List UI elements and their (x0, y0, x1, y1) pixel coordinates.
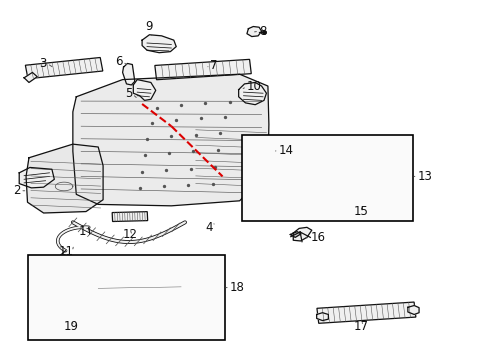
Polygon shape (19, 167, 54, 188)
Text: 6: 6 (115, 55, 122, 68)
Polygon shape (248, 140, 272, 153)
Text: 17: 17 (353, 320, 368, 333)
Bar (27, 255, 224, 339)
Polygon shape (283, 177, 383, 195)
Text: 7: 7 (210, 59, 218, 72)
Text: 13: 13 (417, 170, 431, 183)
Text: 3: 3 (40, 57, 47, 70)
Polygon shape (293, 227, 311, 241)
Text: 16: 16 (310, 231, 325, 244)
Polygon shape (25, 58, 102, 79)
Text: 18: 18 (229, 281, 244, 294)
Polygon shape (112, 212, 147, 221)
Text: 2: 2 (13, 184, 20, 197)
Polygon shape (73, 74, 268, 206)
Polygon shape (316, 302, 415, 323)
Polygon shape (316, 313, 328, 320)
Text: 15: 15 (353, 205, 368, 218)
Polygon shape (246, 27, 261, 37)
Polygon shape (366, 191, 387, 202)
Polygon shape (97, 280, 182, 296)
Polygon shape (49, 296, 77, 308)
Polygon shape (133, 80, 156, 100)
Text: 9: 9 (145, 20, 153, 33)
Text: 12: 12 (122, 228, 137, 242)
Text: 4: 4 (205, 221, 212, 234)
Polygon shape (407, 306, 418, 315)
Polygon shape (24, 72, 37, 82)
Polygon shape (122, 63, 135, 85)
Bar (242, 135, 412, 221)
Polygon shape (155, 59, 251, 80)
Text: 10: 10 (246, 80, 261, 93)
Text: 11: 11 (59, 244, 74, 257)
Polygon shape (26, 144, 103, 213)
Text: 19: 19 (64, 320, 79, 333)
Polygon shape (290, 231, 301, 237)
Text: 14: 14 (278, 144, 293, 157)
Text: 5: 5 (125, 87, 132, 100)
Polygon shape (142, 35, 176, 53)
Polygon shape (238, 82, 266, 105)
Text: 8: 8 (259, 25, 266, 38)
Text: 1: 1 (79, 225, 86, 238)
